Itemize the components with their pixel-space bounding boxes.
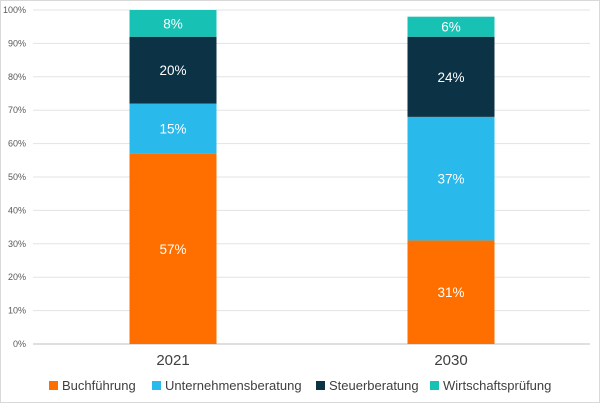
data-label: 57% bbox=[159, 242, 186, 257]
y-tick-label: 90% bbox=[8, 38, 26, 48]
bar-segment-buchführung-2030 bbox=[407, 240, 495, 344]
legend-item: Wirtschaftsprüfung bbox=[430, 378, 551, 393]
y-tick-label: 10% bbox=[8, 306, 26, 316]
y-tick-label: 80% bbox=[8, 72, 26, 82]
data-label: 20% bbox=[159, 63, 186, 78]
y-tick-label: 70% bbox=[8, 105, 26, 115]
bar-segment-steuerberatung-2021 bbox=[129, 36, 217, 104]
gridlines bbox=[33, 9, 590, 345]
legend-swatch bbox=[49, 381, 58, 390]
data-label: 37% bbox=[437, 172, 464, 187]
bar-segment-wirtschaftsprüfung-2021 bbox=[129, 10, 217, 37]
legend: Buchführung Unternehmensberatung Steuerber… bbox=[49, 378, 551, 393]
y-tick-label: 30% bbox=[8, 239, 26, 249]
bars bbox=[129, 10, 495, 344]
bar-segment-buchführung-2021 bbox=[129, 153, 217, 344]
bar-segment-wirtschaftsprüfung-2030 bbox=[407, 16, 495, 37]
y-tick-label: 50% bbox=[8, 172, 26, 182]
data-labels: 57% 15% 20% 8% 31% 37% 24% 6% bbox=[159, 16, 464, 300]
y-tick-label: 0% bbox=[13, 339, 26, 349]
legend-swatch bbox=[316, 381, 325, 390]
legend-item: Buchführung bbox=[49, 378, 136, 393]
bar-segment-unternehmensberatung-2021 bbox=[129, 103, 217, 154]
y-tick-label: 20% bbox=[8, 272, 26, 282]
y-tick-label: 100% bbox=[3, 5, 26, 15]
bar-segment-unternehmensberatung-2030 bbox=[407, 116, 495, 241]
legend-label: Buchführung bbox=[62, 378, 136, 393]
data-label: 24% bbox=[437, 70, 464, 85]
y-tick-label: 60% bbox=[8, 139, 26, 149]
legend-label: Steuerberatung bbox=[329, 378, 419, 393]
data-label: 6% bbox=[441, 20, 461, 35]
legend-swatch bbox=[152, 381, 161, 390]
x-category-label: 2021 bbox=[156, 352, 189, 369]
y-tick-label: 40% bbox=[8, 205, 26, 215]
x-axis: 2021 2030 bbox=[156, 352, 467, 369]
legend-item: Unternehmensberatung bbox=[152, 378, 302, 393]
legend-label: Wirtschaftsprüfung bbox=[443, 378, 551, 393]
x-category-label: 2030 bbox=[434, 352, 467, 369]
data-label: 15% bbox=[159, 122, 186, 137]
legend-item: Steuerberatung bbox=[316, 378, 419, 393]
data-label: 31% bbox=[437, 285, 464, 300]
bar-segment-steuerberatung-2030 bbox=[407, 36, 495, 117]
legend-label: Unternehmensberatung bbox=[165, 378, 302, 393]
y-axis: 0% 10% 20% 30% 40% 50% 60% 70% 80% 90% 100% bbox=[3, 5, 26, 349]
data-label: 8% bbox=[163, 16, 183, 31]
legend-swatch bbox=[430, 381, 439, 390]
